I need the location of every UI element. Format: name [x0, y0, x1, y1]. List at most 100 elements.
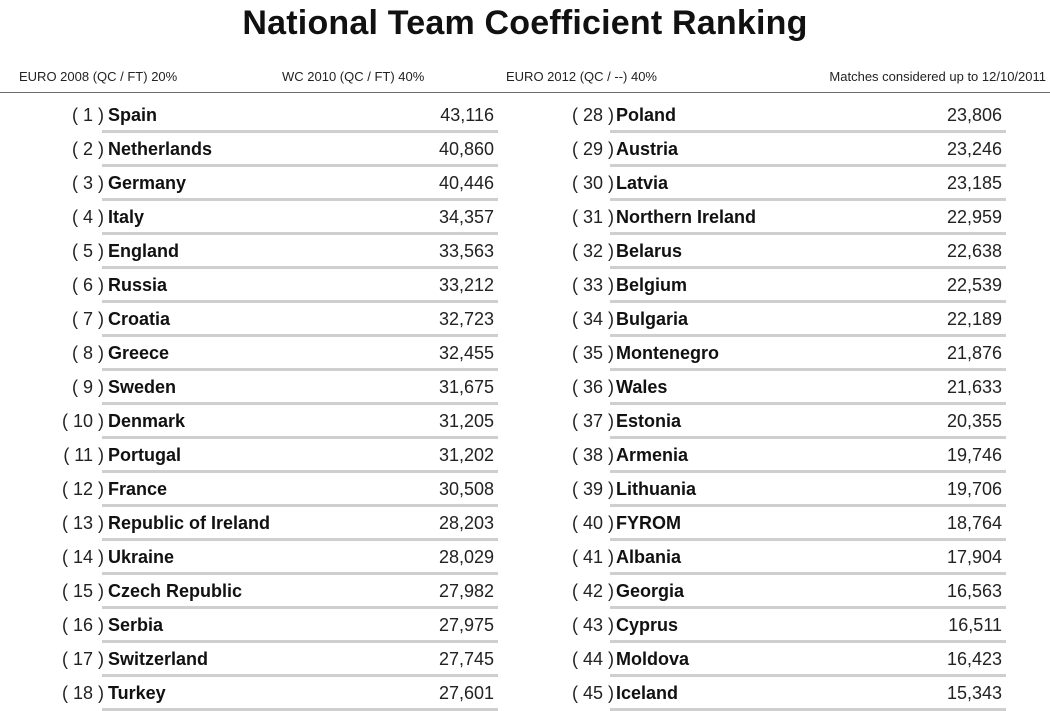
row-divider [610, 538, 1006, 541]
rank-number: ( 38 ) [571, 445, 614, 465]
coefficient-value: 27,975 [438, 615, 494, 635]
team-name: Italy [108, 207, 145, 227]
coefficient-value: 17,904 [946, 547, 1002, 567]
team-name: Armenia [616, 445, 689, 465]
team-name: Turkey [108, 683, 166, 703]
rank-number: ( 1 ) [71, 105, 104, 125]
coefficient-value: 22,638 [946, 241, 1002, 261]
ranking-row: ( 6 ) Russia 33,212 [0, 269, 500, 303]
ranking-column-right: ( 28 ) Poland 23,806 ( 29 ) Austria 23,246 ( 3… [508, 99, 1008, 711]
rank-number: ( 4 ) [71, 207, 104, 227]
criteria-bar: EURO 2008 (QC / FT) 20% WC 2010 (QC / FT… [0, 66, 1050, 88]
team-name: Austria [616, 139, 679, 159]
coefficient-value: 23,806 [946, 105, 1002, 125]
team-name: FYROM [616, 513, 681, 533]
matches-considered-note: Matches considered up to 12/10/2011 [829, 69, 1046, 84]
team-name: Cyprus [616, 615, 679, 635]
rank-number: ( 36 ) [571, 377, 614, 397]
rank-number: ( 17 ) [61, 649, 104, 669]
rank-number: ( 9 ) [71, 377, 104, 397]
row-divider [102, 198, 498, 201]
team-name: Germany [108, 173, 187, 193]
rank-number: ( 14 ) [61, 547, 104, 567]
ranking-row: ( 43 ) Cyprus 16,511 [508, 609, 1008, 643]
header-divider [0, 92, 1050, 93]
ranking-row: ( 34 ) Bulgaria 22,189 [508, 303, 1008, 337]
ranking-row: ( 36 ) Wales 21,633 [508, 371, 1008, 405]
coefficient-value: 33,563 [438, 241, 494, 261]
row-divider [102, 470, 498, 473]
rank-number: ( 30 ) [571, 173, 614, 193]
team-name: Croatia [108, 309, 171, 329]
coefficient-value: 16,511 [948, 615, 1002, 635]
coefficient-value: 15,343 [946, 683, 1002, 703]
team-name: Georgia [616, 581, 685, 601]
coefficient-value: 31,202 [438, 445, 494, 465]
row-divider [102, 334, 498, 337]
ranking-row: ( 31 ) Northern Ireland 22,959 [508, 201, 1008, 235]
ranking-row: ( 38 ) Armenia 19,746 [508, 439, 1008, 473]
rank-number: ( 33 ) [571, 275, 614, 295]
coefficient-value: 40,860 [438, 139, 494, 159]
coefficient-value: 28,203 [438, 513, 494, 533]
euro-2012-weight: EURO 2012 (QC / --) 40% [506, 69, 657, 84]
row-divider [102, 164, 498, 167]
rank-number: ( 12 ) [61, 479, 104, 499]
team-name: Lithuania [616, 479, 696, 499]
row-divider [610, 504, 1006, 507]
row-divider [610, 436, 1006, 439]
ranking-row: ( 44 ) Moldova 16,423 [508, 643, 1008, 677]
rank-number: ( 2 ) [71, 139, 104, 159]
team-name: Wales [616, 377, 668, 397]
row-divider [610, 130, 1006, 133]
row-divider [610, 266, 1006, 269]
row-divider [610, 640, 1006, 643]
rank-number: ( 41 ) [571, 547, 614, 567]
rank-number: ( 32 ) [571, 241, 614, 261]
coefficient-value: 27,982 [438, 581, 494, 601]
rank-number: ( 13 ) [61, 513, 104, 533]
coefficient-value: 31,675 [438, 377, 494, 397]
row-divider [102, 640, 498, 643]
wc-2010-weight: WC 2010 (QC / FT) 40% [282, 69, 425, 84]
ranking-row: ( 2 ) Netherlands 40,860 [0, 133, 500, 167]
team-name: Czech Republic [108, 581, 243, 601]
rank-number: ( 28 ) [571, 105, 614, 125]
ranking-row: ( 11 ) Portugal 31,202 [0, 439, 500, 473]
rank-number: ( 16 ) [61, 615, 104, 635]
row-divider [102, 368, 498, 371]
row-divider [102, 504, 498, 507]
row-divider [610, 572, 1006, 575]
row-divider [102, 300, 498, 303]
coefficient-value: 22,539 [946, 275, 1002, 295]
row-divider [610, 368, 1006, 371]
ranking-row: ( 41 ) Albania 17,904 [508, 541, 1008, 575]
team-name: Ukraine [108, 547, 175, 567]
team-name: Bulgaria [616, 309, 689, 329]
rank-number: ( 43 ) [571, 615, 614, 635]
row-divider [610, 470, 1006, 473]
coefficient-value: 40,446 [438, 173, 494, 193]
row-divider [102, 538, 498, 541]
ranking-row: ( 39 ) Lithuania 19,706 [508, 473, 1008, 507]
rank-number: ( 45 ) [571, 683, 614, 703]
ranking-row: ( 40 ) FYROM 18,764 [508, 507, 1008, 541]
ranking-row: ( 16 ) Serbia 27,975 [0, 609, 500, 643]
row-divider [610, 334, 1006, 337]
row-divider [610, 402, 1006, 405]
rank-number: ( 18 ) [61, 683, 104, 703]
ranking-row: ( 14 ) Ukraine 28,029 [0, 541, 500, 575]
team-name: Netherlands [108, 139, 213, 159]
rank-number: ( 44 ) [571, 649, 614, 669]
team-name: Albania [616, 547, 682, 567]
rank-number: ( 11 ) [63, 445, 104, 465]
coefficient-value: 22,959 [946, 207, 1002, 227]
ranking-row: ( 8 ) Greece 32,455 [0, 337, 500, 371]
rank-number: ( 42 ) [571, 581, 614, 601]
coefficient-value: 22,189 [946, 309, 1002, 329]
ranking-row: ( 12 ) France 30,508 [0, 473, 500, 507]
ranking-row: ( 9 ) Sweden 31,675 [0, 371, 500, 405]
team-name: Northern Ireland [616, 207, 757, 227]
rank-number: ( 8 ) [71, 343, 104, 363]
row-divider [610, 674, 1006, 677]
